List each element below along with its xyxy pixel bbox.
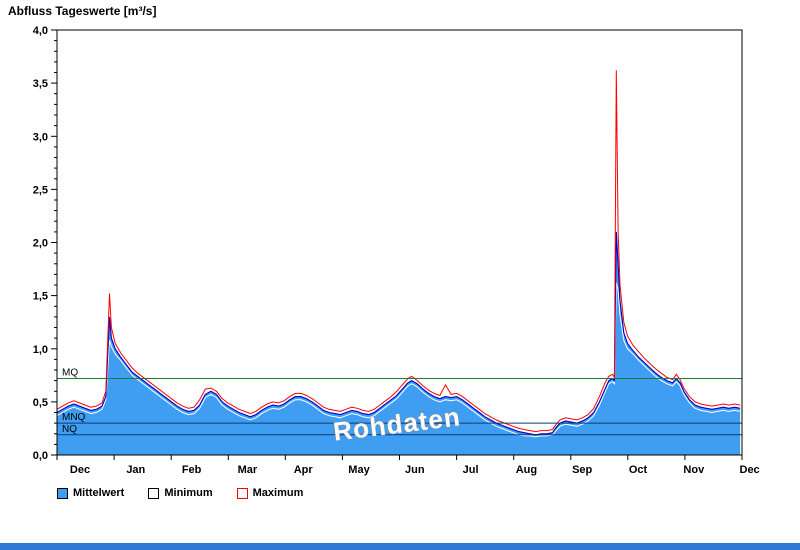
x-month-label: Nov <box>683 464 705 476</box>
y-tick-label: 3,5 <box>33 78 48 90</box>
mean-swatch <box>57 487 68 499</box>
y-tick-label: 3,0 <box>33 131 48 143</box>
legend-label-maximum: Maximum <box>252 487 304 499</box>
y-tick-label: 2,5 <box>33 184 48 196</box>
x-month-label: Jun <box>405 464 425 476</box>
legend-item-mittelwert: Mittelwert <box>57 487 124 499</box>
chart-legend: Mittelwert Minimum Maximum <box>57 487 327 499</box>
x-month-label: Apr <box>294 464 314 476</box>
ref-label-mq: MQ <box>62 368 78 379</box>
y-tick-label: 4,0 <box>33 25 48 37</box>
x-month-label: Aug <box>516 464 537 476</box>
minimum-line <box>56 282 741 438</box>
mean-line <box>56 231 741 436</box>
y-tick-label: 1,0 <box>33 344 48 356</box>
x-month-label: Dec <box>70 464 90 476</box>
ref-label-nq: NQ <box>62 424 77 435</box>
maximum-line <box>56 70 741 433</box>
mean-area <box>57 231 741 455</box>
bottom-bar <box>0 543 800 550</box>
legend-item-maximum: Maximum <box>236 487 304 499</box>
x-month-label: Oct <box>629 464 648 476</box>
y-tick-label: 0,0 <box>33 450 48 462</box>
x-month-label: Sep <box>572 464 592 476</box>
x-month-label: May <box>348 464 370 476</box>
y-tick-label: 1,5 <box>33 291 48 303</box>
maximum-swatch <box>236 487 248 499</box>
legend-item-minimum: Minimum <box>148 487 213 499</box>
x-month-label: Mar <box>238 464 258 476</box>
page-title: Abfluss Tageswerte [m³/s] <box>8 4 157 18</box>
ref-label-mnq: MNQ <box>62 412 86 423</box>
legend-label-minimum: Minimum <box>164 487 213 499</box>
x-month-label: Feb <box>182 464 202 476</box>
legend-label-mittelwert: Mittelwert <box>73 487 125 499</box>
x-month-label: Dec <box>740 464 760 476</box>
y-tick-label: 0,5 <box>33 397 48 409</box>
y-tick-label: 2,0 <box>33 238 48 250</box>
x-month-label: Jan <box>126 464 145 476</box>
minimum-swatch <box>148 487 160 499</box>
x-month-label: Jul <box>463 464 479 476</box>
